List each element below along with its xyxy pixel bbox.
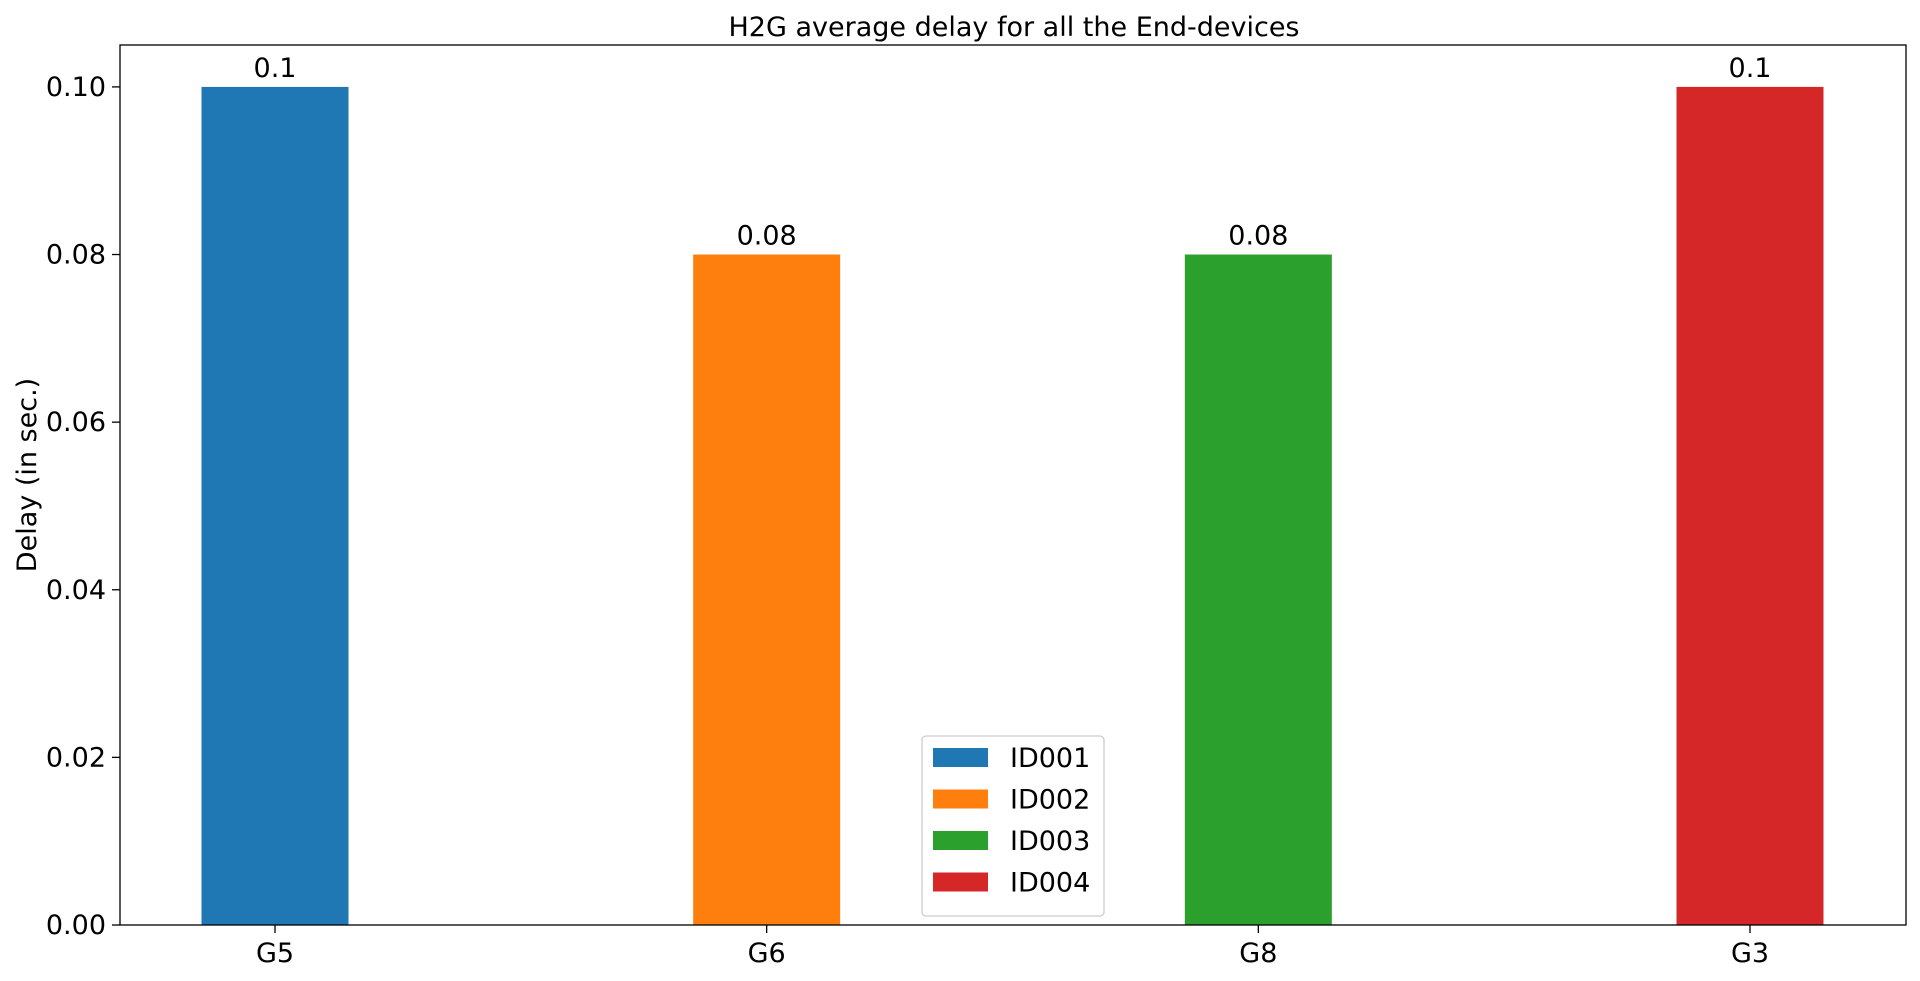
bar-value-label: 0.08 — [737, 221, 797, 252]
bar-value-label: 0.08 — [1228, 221, 1288, 252]
bar-id003-g8 — [1184, 254, 1332, 925]
x-tick-label: G5 — [256, 938, 294, 969]
legend-label-id002: ID002 — [1010, 785, 1090, 816]
x-axis-ticks: G5 G6 G8 G3 — [256, 925, 1769, 969]
legend-label-id003: ID003 — [1010, 826, 1090, 857]
bar-id004-g3 — [1676, 86, 1824, 925]
y-tick-label: 0.10 — [46, 72, 106, 103]
bar-id002-g6 — [693, 254, 841, 925]
y-tick-label: 0.00 — [46, 910, 106, 941]
bar-labels-layer: 0.1 0.08 0.08 0.1 — [254, 53, 1772, 252]
y-tick-label: 0.04 — [46, 575, 106, 606]
plot-frame — [119, 44, 1907, 926]
legend-label-id004: ID004 — [1010, 868, 1090, 899]
legend: ID001 ID002 ID003 ID004 — [921, 735, 1105, 917]
y-axis-ticks: 0.00 0.02 0.04 0.06 0.08 0.10 — [46, 72, 120, 941]
bar-value-label: 0.1 — [1729, 53, 1772, 84]
y-axis-label: Delay (in sec.) — [12, 378, 43, 572]
x-tick-label: G6 — [748, 938, 786, 969]
chart-title: H2G average delay for all the End-device… — [729, 12, 1300, 43]
legend-box — [921, 735, 1105, 917]
legend-swatch-id004 — [933, 872, 988, 892]
bar-value-label: 0.1 — [254, 53, 297, 84]
legend-label-id001: ID001 — [1010, 743, 1090, 774]
y-tick-label: 0.08 — [46, 240, 106, 271]
y-tick-label: 0.02 — [46, 742, 106, 773]
legend-swatch-id001 — [933, 748, 988, 767]
y-tick-label: 0.06 — [46, 407, 106, 438]
bars-layer — [201, 86, 1824, 925]
legend-swatch-id002 — [933, 789, 988, 809]
x-tick-label: G8 — [1239, 938, 1277, 969]
legend-swatch-id003 — [933, 831, 988, 850]
x-tick-label: G3 — [1731, 938, 1769, 969]
bar-id001-g5 — [201, 86, 349, 925]
